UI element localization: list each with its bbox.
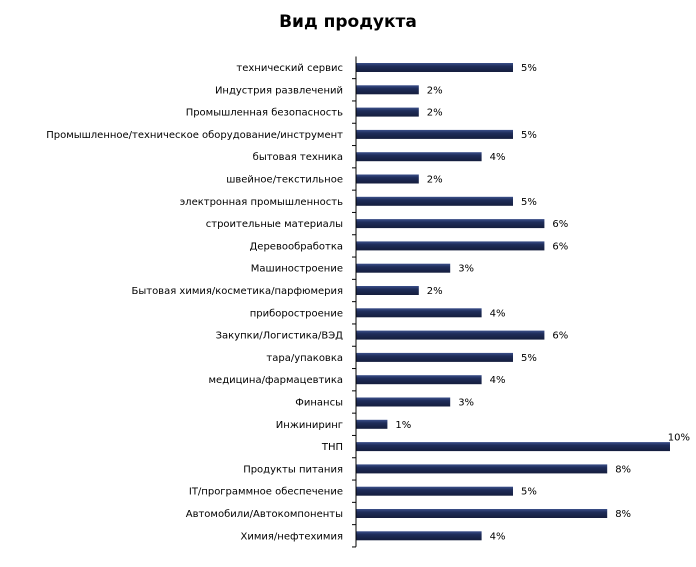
category-label: Инжиниринг — [276, 420, 343, 431]
value-label: 2% — [427, 286, 443, 297]
bar — [356, 375, 482, 385]
value-label: 4% — [490, 308, 506, 319]
value-label: 3% — [458, 398, 474, 409]
value-label: 5% — [521, 130, 537, 141]
category-label: технический сервис — [236, 63, 343, 74]
category-label: Индустрия развлечений — [215, 85, 343, 96]
bars-layer: технический сервис 5% Индустрия развлечени… — [46, 63, 690, 548]
chart-title: Вид продукта — [279, 12, 417, 32]
value-label: 3% — [458, 264, 474, 275]
bar — [356, 286, 419, 295]
bar — [356, 219, 545, 229]
value-label: 5% — [521, 63, 537, 74]
bar — [356, 330, 545, 340]
category-label: Закупки/Логистика/ВЭД — [216, 331, 344, 342]
bar — [356, 107, 419, 117]
bar — [356, 129, 513, 139]
bar — [356, 196, 513, 206]
value-label: 4% — [490, 531, 506, 542]
category-label: бытовая техника — [253, 152, 343, 163]
category-label: Машиностроение — [251, 264, 343, 275]
bar — [356, 464, 608, 474]
value-label: 1% — [395, 420, 411, 431]
bar — [356, 531, 482, 541]
value-label: 5% — [521, 487, 537, 498]
bar — [356, 397, 451, 407]
category-label: Бытовая химия/косметика/парфюмерия — [131, 286, 343, 297]
value-label: 8% — [615, 464, 631, 475]
category-label: Автомобили/Автокомпоненты — [186, 509, 343, 520]
bar — [356, 308, 482, 318]
value-label: 5% — [521, 197, 537, 208]
category-label: IT/программное обеспечение — [189, 487, 343, 498]
category-label: швейное/текстильное — [226, 175, 343, 186]
bar — [356, 85, 419, 95]
bar — [356, 442, 670, 452]
value-label: 2% — [427, 175, 443, 186]
bar — [356, 174, 419, 184]
value-label: 6% — [552, 331, 568, 342]
value-label: 5% — [521, 353, 537, 364]
category-label: Химия/нефтехимия — [241, 531, 343, 542]
bar — [356, 509, 608, 518]
value-label: 6% — [552, 241, 568, 252]
value-label: 6% — [552, 219, 568, 230]
category-label: Промышленная безопасность — [186, 108, 343, 119]
bar — [356, 63, 513, 72]
category-label: Деревообработка — [249, 241, 343, 252]
value-label: 10% — [668, 433, 690, 444]
category-label: Промышленное/техническое оборудование/ин… — [46, 130, 343, 141]
bar — [356, 486, 513, 496]
value-label: 4% — [490, 152, 506, 163]
bar — [356, 419, 388, 429]
value-label: 2% — [427, 85, 443, 96]
category-label: строительные материалы — [206, 219, 343, 230]
value-label: 2% — [427, 108, 443, 119]
category-label: тара/упаковка — [266, 353, 343, 364]
value-label: 4% — [490, 375, 506, 386]
bar — [356, 263, 451, 273]
category-label: электронная промышленность — [180, 197, 343, 208]
bar — [356, 152, 482, 162]
category-label: Продукты питания — [243, 464, 343, 475]
category-label: медицина/фармацевтика — [209, 375, 344, 386]
category-label: ТНП — [321, 442, 343, 453]
bar — [356, 352, 513, 362]
category-label: Финансы — [295, 398, 343, 409]
category-label: приборостроение — [250, 308, 343, 319]
bar — [356, 241, 545, 251]
value-label: 8% — [615, 509, 631, 520]
